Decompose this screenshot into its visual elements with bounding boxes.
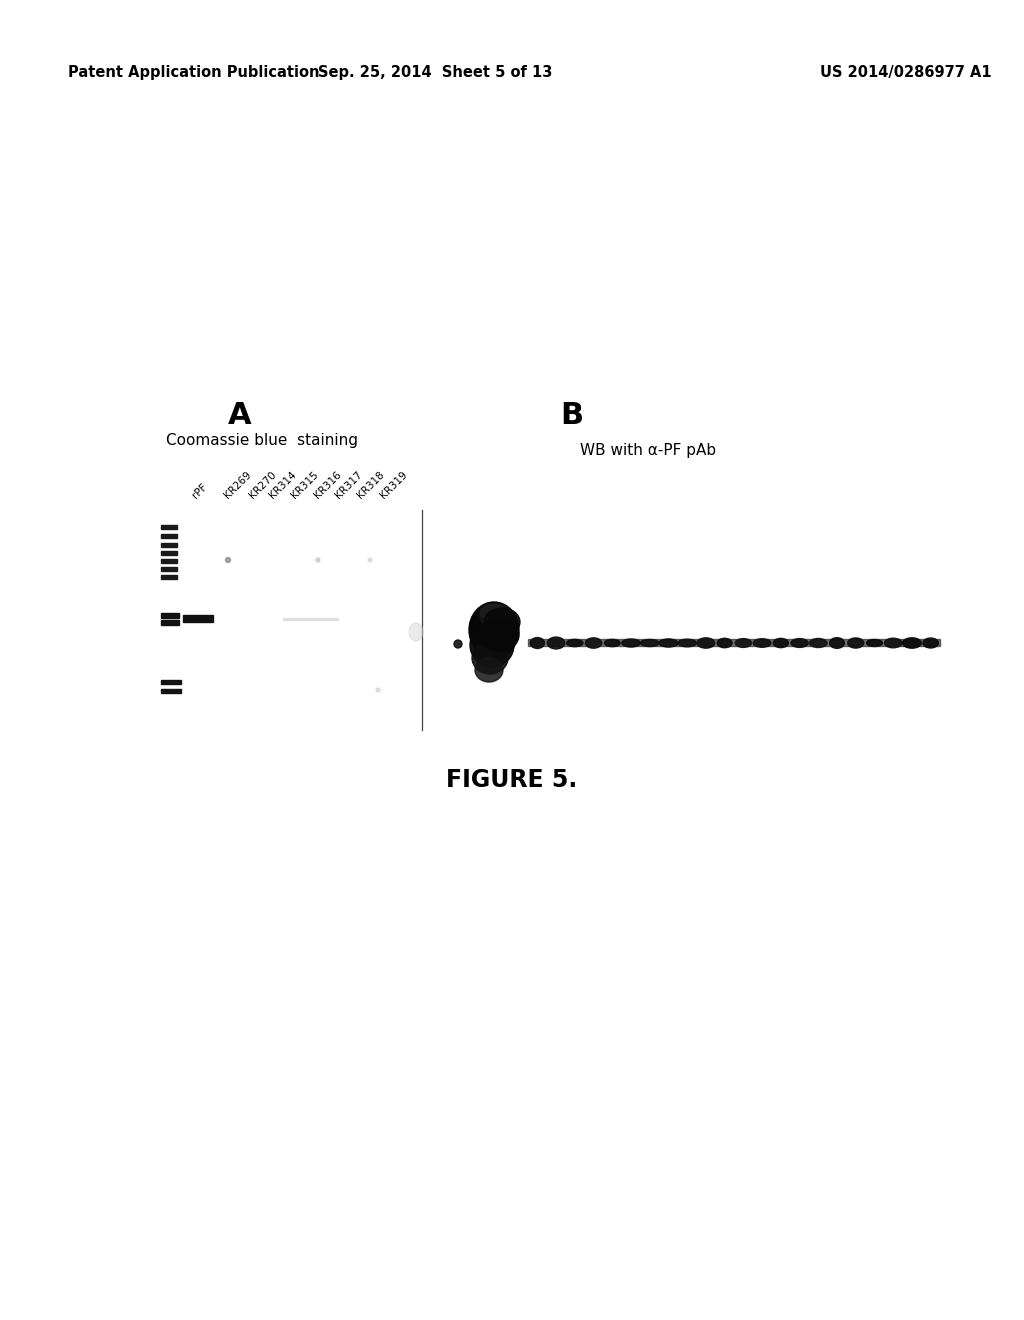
Ellipse shape bbox=[885, 638, 902, 648]
Ellipse shape bbox=[902, 638, 922, 648]
Ellipse shape bbox=[530, 638, 545, 648]
Bar bbox=[319, 618, 322, 619]
Ellipse shape bbox=[848, 638, 864, 648]
Bar bbox=[161, 612, 179, 618]
Text: KR270: KR270 bbox=[247, 469, 278, 500]
Ellipse shape bbox=[475, 657, 503, 682]
Bar bbox=[291, 618, 294, 619]
Bar bbox=[161, 535, 177, 539]
Text: KR316: KR316 bbox=[312, 469, 343, 500]
Bar bbox=[183, 615, 213, 622]
Ellipse shape bbox=[376, 688, 380, 692]
Text: KR317: KR317 bbox=[333, 469, 364, 500]
Bar bbox=[327, 618, 330, 619]
Ellipse shape bbox=[659, 639, 678, 647]
Bar bbox=[161, 576, 177, 579]
Ellipse shape bbox=[368, 558, 372, 562]
Ellipse shape bbox=[923, 638, 938, 648]
Bar bbox=[161, 543, 177, 546]
Ellipse shape bbox=[480, 605, 504, 620]
Ellipse shape bbox=[470, 623, 514, 667]
Ellipse shape bbox=[409, 623, 423, 642]
Bar bbox=[335, 618, 338, 619]
Bar bbox=[299, 618, 302, 619]
Bar bbox=[303, 618, 306, 619]
Bar bbox=[287, 618, 290, 619]
Bar bbox=[331, 618, 334, 619]
Bar bbox=[307, 618, 310, 619]
Bar bbox=[161, 680, 181, 684]
Text: FIGURE 5.: FIGURE 5. bbox=[446, 768, 578, 792]
Ellipse shape bbox=[717, 639, 732, 648]
Text: A: A bbox=[228, 400, 252, 429]
Ellipse shape bbox=[472, 642, 508, 675]
Ellipse shape bbox=[829, 638, 845, 648]
Ellipse shape bbox=[810, 639, 827, 648]
Bar bbox=[161, 550, 177, 554]
Text: KR314: KR314 bbox=[267, 469, 298, 500]
Text: KR318: KR318 bbox=[355, 469, 386, 500]
Ellipse shape bbox=[479, 619, 519, 651]
Text: US 2014/0286977 A1: US 2014/0286977 A1 bbox=[820, 65, 991, 79]
Text: Coomassie blue  staining: Coomassie blue staining bbox=[166, 433, 358, 447]
Ellipse shape bbox=[754, 639, 771, 647]
Ellipse shape bbox=[586, 638, 602, 648]
Text: WB with α-PF pAb: WB with α-PF pAb bbox=[580, 442, 716, 458]
Text: Patent Application Publication: Patent Application Publication bbox=[68, 65, 319, 79]
Text: KR315: KR315 bbox=[289, 469, 319, 500]
Ellipse shape bbox=[547, 638, 565, 649]
Ellipse shape bbox=[566, 639, 583, 647]
Ellipse shape bbox=[791, 639, 808, 647]
Text: B: B bbox=[560, 400, 584, 429]
Bar bbox=[283, 618, 286, 619]
Text: Sep. 25, 2014  Sheet 5 of 13: Sep. 25, 2014 Sheet 5 of 13 bbox=[317, 65, 552, 79]
Ellipse shape bbox=[484, 609, 520, 636]
Bar bbox=[161, 620, 179, 624]
Bar bbox=[161, 689, 181, 693]
Text: KR269: KR269 bbox=[222, 469, 253, 500]
Ellipse shape bbox=[622, 639, 640, 647]
Ellipse shape bbox=[773, 639, 788, 648]
Ellipse shape bbox=[469, 602, 519, 657]
Bar bbox=[323, 618, 326, 619]
Ellipse shape bbox=[480, 605, 512, 628]
Ellipse shape bbox=[678, 639, 696, 647]
Ellipse shape bbox=[454, 640, 462, 648]
Ellipse shape bbox=[697, 638, 715, 648]
Bar bbox=[161, 558, 177, 564]
Ellipse shape bbox=[604, 639, 621, 647]
Bar bbox=[161, 525, 177, 529]
Bar bbox=[315, 618, 318, 619]
Ellipse shape bbox=[735, 639, 752, 647]
Ellipse shape bbox=[866, 639, 883, 647]
Ellipse shape bbox=[316, 558, 319, 562]
Text: rPF: rPF bbox=[190, 482, 209, 500]
Ellipse shape bbox=[640, 639, 659, 647]
Bar bbox=[311, 618, 314, 619]
Text: KR319: KR319 bbox=[378, 469, 409, 500]
Bar bbox=[295, 618, 298, 619]
Bar bbox=[528, 639, 940, 645]
Bar bbox=[161, 568, 177, 572]
Ellipse shape bbox=[225, 557, 230, 562]
